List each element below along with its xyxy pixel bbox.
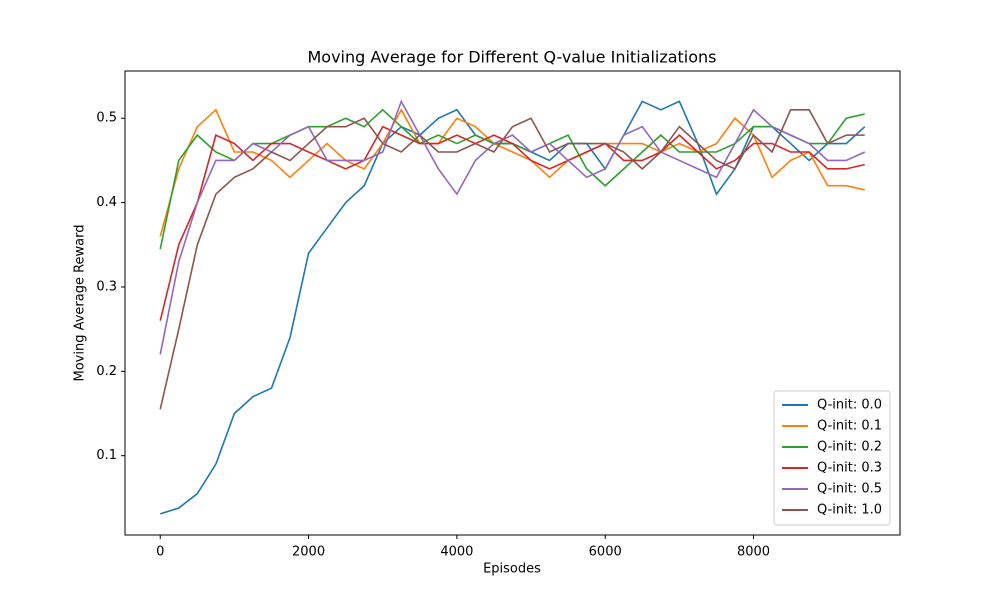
legend-label: Q-init: 0.2: [817, 440, 882, 455]
series-line: [159, 125, 865, 321]
legend-label: Q-init: 0.3: [817, 461, 882, 476]
x-axis-label: Episodes: [483, 562, 541, 577]
series-line: [159, 108, 865, 250]
x-tick-label: 2000: [292, 545, 325, 560]
x-tick-label: 4000: [440, 545, 473, 560]
y-tick-label: 0.1: [96, 448, 117, 463]
legend-label: Q-init: 0.1: [817, 419, 882, 434]
x-tick-label: 6000: [589, 545, 622, 560]
legend-box: [773, 390, 891, 526]
plot-frame: [124, 70, 901, 536]
series-line: [159, 100, 866, 515]
chart-title: Moving Average for Different Q-value Ini…: [307, 48, 716, 67]
legend-label: Q-init: 0.0: [817, 398, 882, 413]
y-tick-label: 0.4: [96, 195, 117, 210]
legend-label: Q-init: 0.5: [817, 482, 882, 497]
y-axis-label: Moving Average Reward: [73, 224, 88, 381]
x-tick-label: 8000: [737, 545, 770, 560]
y-tick-label: 0.5: [96, 111, 117, 126]
series-line: [159, 109, 865, 410]
y-tick-label: 0.3: [96, 279, 117, 294]
y-tick-label: 0.2: [96, 364, 117, 379]
series-line: [159, 108, 865, 237]
legend-label: Q-init: 1.0: [817, 503, 882, 518]
series-line: [159, 99, 866, 355]
x-tick-label: 0: [156, 545, 164, 560]
